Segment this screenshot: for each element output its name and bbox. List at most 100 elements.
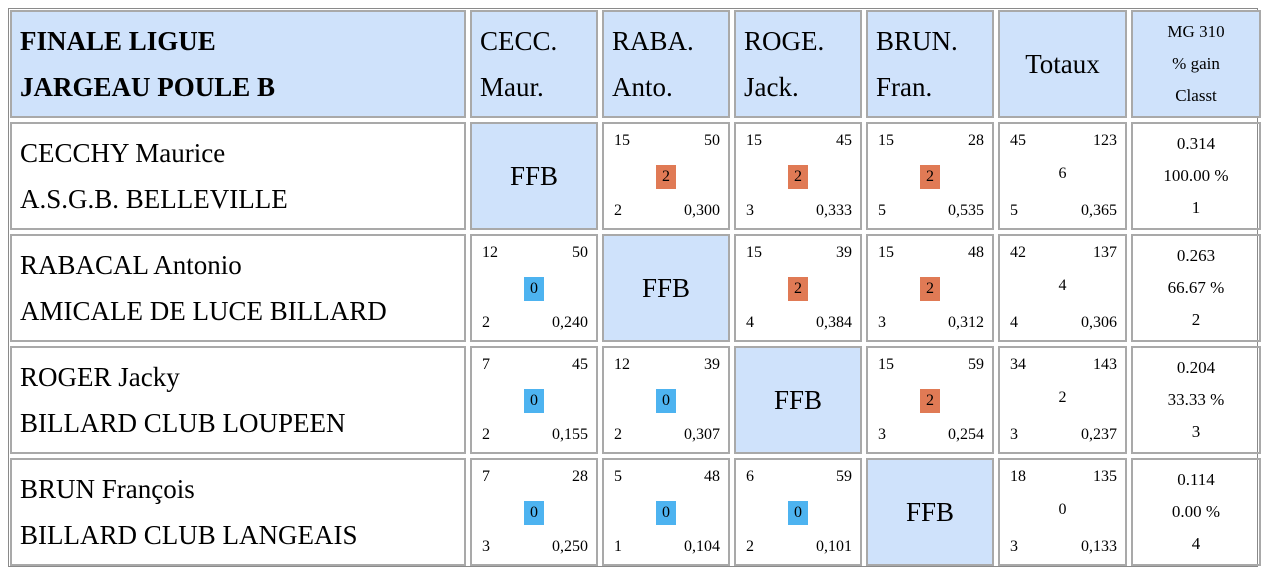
- match-series: 1: [614, 538, 622, 555]
- match-innings: 6: [746, 468, 754, 485]
- column-header-2-line2: Anto.: [612, 72, 673, 102]
- totals-cell: 18 135 0 3 0,133: [998, 458, 1127, 566]
- result-badge: 0: [524, 389, 544, 413]
- totals-average: 0,365: [1081, 202, 1117, 219]
- player-club: BILLARD CLUB LANGEAIS: [20, 520, 358, 550]
- match-cell: 7 45 0 2 0,155: [470, 346, 598, 454]
- totals-series: 4: [1010, 314, 1018, 331]
- stat-win-pct: 33.33 %: [1167, 390, 1225, 409]
- table-title: FINALE LIGUE JARGEAU POULE B: [10, 10, 466, 118]
- match-innings: 15: [746, 132, 762, 149]
- stat-rank: 4: [1191, 534, 1201, 553]
- player-club: BILLARD CLUB LOUPEEN: [20, 408, 346, 438]
- match-result: 2: [868, 165, 992, 189]
- stat-rank: 1: [1191, 198, 1201, 217]
- match-innings: 5: [614, 468, 622, 485]
- stat-mg: 0.263: [1176, 246, 1216, 265]
- result-badge: 2: [788, 165, 808, 189]
- match-series: 2: [614, 426, 622, 443]
- match-result: 0: [604, 389, 728, 413]
- table-row: ROGER Jacky BILLARD CLUB LOUPEEN 7 45 0 2 0,15…: [10, 346, 1261, 454]
- self-match-cell: FFB: [470, 122, 598, 230]
- column-header-3-line1: ROGE.: [744, 26, 825, 56]
- player-cell: BRUN François BILLARD CLUB LANGEAIS: [10, 458, 466, 566]
- table-row: CECCHY Maurice A.S.G.B. BELLEVILLE FFB 15 50…: [10, 122, 1261, 230]
- header-row: FINALE LIGUE JARGEAU POULE B CECC. Maur.…: [10, 10, 1261, 118]
- totals-average: 0,133: [1081, 538, 1117, 555]
- match-series: 4: [746, 314, 754, 331]
- match-innings: 15: [878, 244, 894, 261]
- result-badge: 2: [656, 165, 676, 189]
- player-cell: RABACAL Antonio AMICALE DE LUCE BILLARD: [10, 234, 466, 342]
- stats-header-pct: % gain: [1172, 54, 1220, 73]
- totals-innings: 45: [1010, 132, 1026, 149]
- totals-series: 3: [1010, 538, 1018, 555]
- match-average: 0,307: [684, 426, 720, 443]
- match-cell: 12 50 0 2 0,240: [470, 234, 598, 342]
- title-line-1: FINALE LIGUE: [20, 26, 216, 56]
- match-average: 0,300: [684, 202, 720, 219]
- totals-innings: 34: [1010, 356, 1026, 373]
- match-series: 3: [878, 426, 886, 443]
- stats-cell: 0.314 100.00 % 1: [1131, 122, 1261, 230]
- match-series: 3: [878, 314, 886, 331]
- stats-header: MG 310 % gain Classt: [1131, 10, 1261, 118]
- match-innings: 7: [482, 356, 490, 373]
- match-result: 2: [868, 389, 992, 413]
- totals-series: 3: [1010, 426, 1018, 443]
- totals-average: 0,237: [1081, 426, 1117, 443]
- stat-rank: 3: [1191, 422, 1201, 441]
- match-cell: 7 28 0 3 0,250: [470, 458, 598, 566]
- stats-header-rank: Classt: [1175, 86, 1217, 105]
- stat-mg: 0.204: [1176, 358, 1216, 377]
- match-cell: 12 39 0 2 0,307: [602, 346, 730, 454]
- totals-cell: 45 123 6 5 0,365: [998, 122, 1127, 230]
- totals-cell: 42 137 4 4 0,306: [998, 234, 1127, 342]
- match-series: 2: [482, 314, 490, 331]
- match-result: 0: [472, 277, 596, 301]
- match-points: 28: [968, 132, 984, 149]
- self-match-cell: FFB: [866, 458, 994, 566]
- title-line-2: JARGEAU POULE B: [20, 72, 276, 102]
- column-header-1-line1: CECC.: [480, 26, 558, 56]
- match-cell: 5 48 0 1 0,104: [602, 458, 730, 566]
- match-points: 59: [836, 468, 852, 485]
- player-club: A.S.G.B. BELLEVILLE: [20, 184, 288, 214]
- match-cell: 15 28 2 5 0,535: [866, 122, 994, 230]
- column-header-2: RABA. Anto.: [602, 10, 730, 118]
- totals-average: 0,306: [1081, 314, 1117, 331]
- match-points: 59: [968, 356, 984, 373]
- match-points: 45: [572, 356, 588, 373]
- match-points: 39: [836, 244, 852, 261]
- stats-cell: 0.204 33.33 % 3: [1131, 346, 1261, 454]
- result-badge: 0: [524, 277, 544, 301]
- result-badge: 0: [524, 501, 544, 525]
- match-result: 0: [472, 501, 596, 525]
- result-badge: 2: [788, 277, 808, 301]
- result-badge: 0: [788, 501, 808, 525]
- totals-points: 135: [1093, 468, 1117, 485]
- player-name: ROGER Jacky: [20, 362, 180, 392]
- player-name: BRUN François: [20, 474, 195, 504]
- column-header-4-line2: Fran.: [876, 72, 933, 102]
- totals-header: Totaux: [998, 10, 1127, 118]
- match-cell: 15 50 2 2 0,300: [602, 122, 730, 230]
- result-badge: 2: [920, 389, 940, 413]
- match-cell: 15 48 2 3 0,312: [866, 234, 994, 342]
- player-name: CECCHY Maurice: [20, 138, 226, 168]
- match-points: 28: [572, 468, 588, 485]
- match-points: 48: [968, 244, 984, 261]
- match-innings: 15: [614, 132, 630, 149]
- match-cell: 15 45 2 3 0,333: [734, 122, 862, 230]
- match-innings: 12: [482, 244, 498, 261]
- match-points: 45: [836, 132, 852, 149]
- stat-win-pct: 66.67 %: [1167, 278, 1225, 297]
- match-average: 0,333: [816, 202, 852, 219]
- match-innings: 12: [614, 356, 630, 373]
- match-average: 0,535: [948, 202, 984, 219]
- column-header-4-line1: BRUN.: [876, 26, 958, 56]
- result-badge: 2: [920, 277, 940, 301]
- match-average: 0,384: [816, 314, 852, 331]
- match-points: 50: [572, 244, 588, 261]
- match-cell: 15 39 2 4 0,384: [734, 234, 862, 342]
